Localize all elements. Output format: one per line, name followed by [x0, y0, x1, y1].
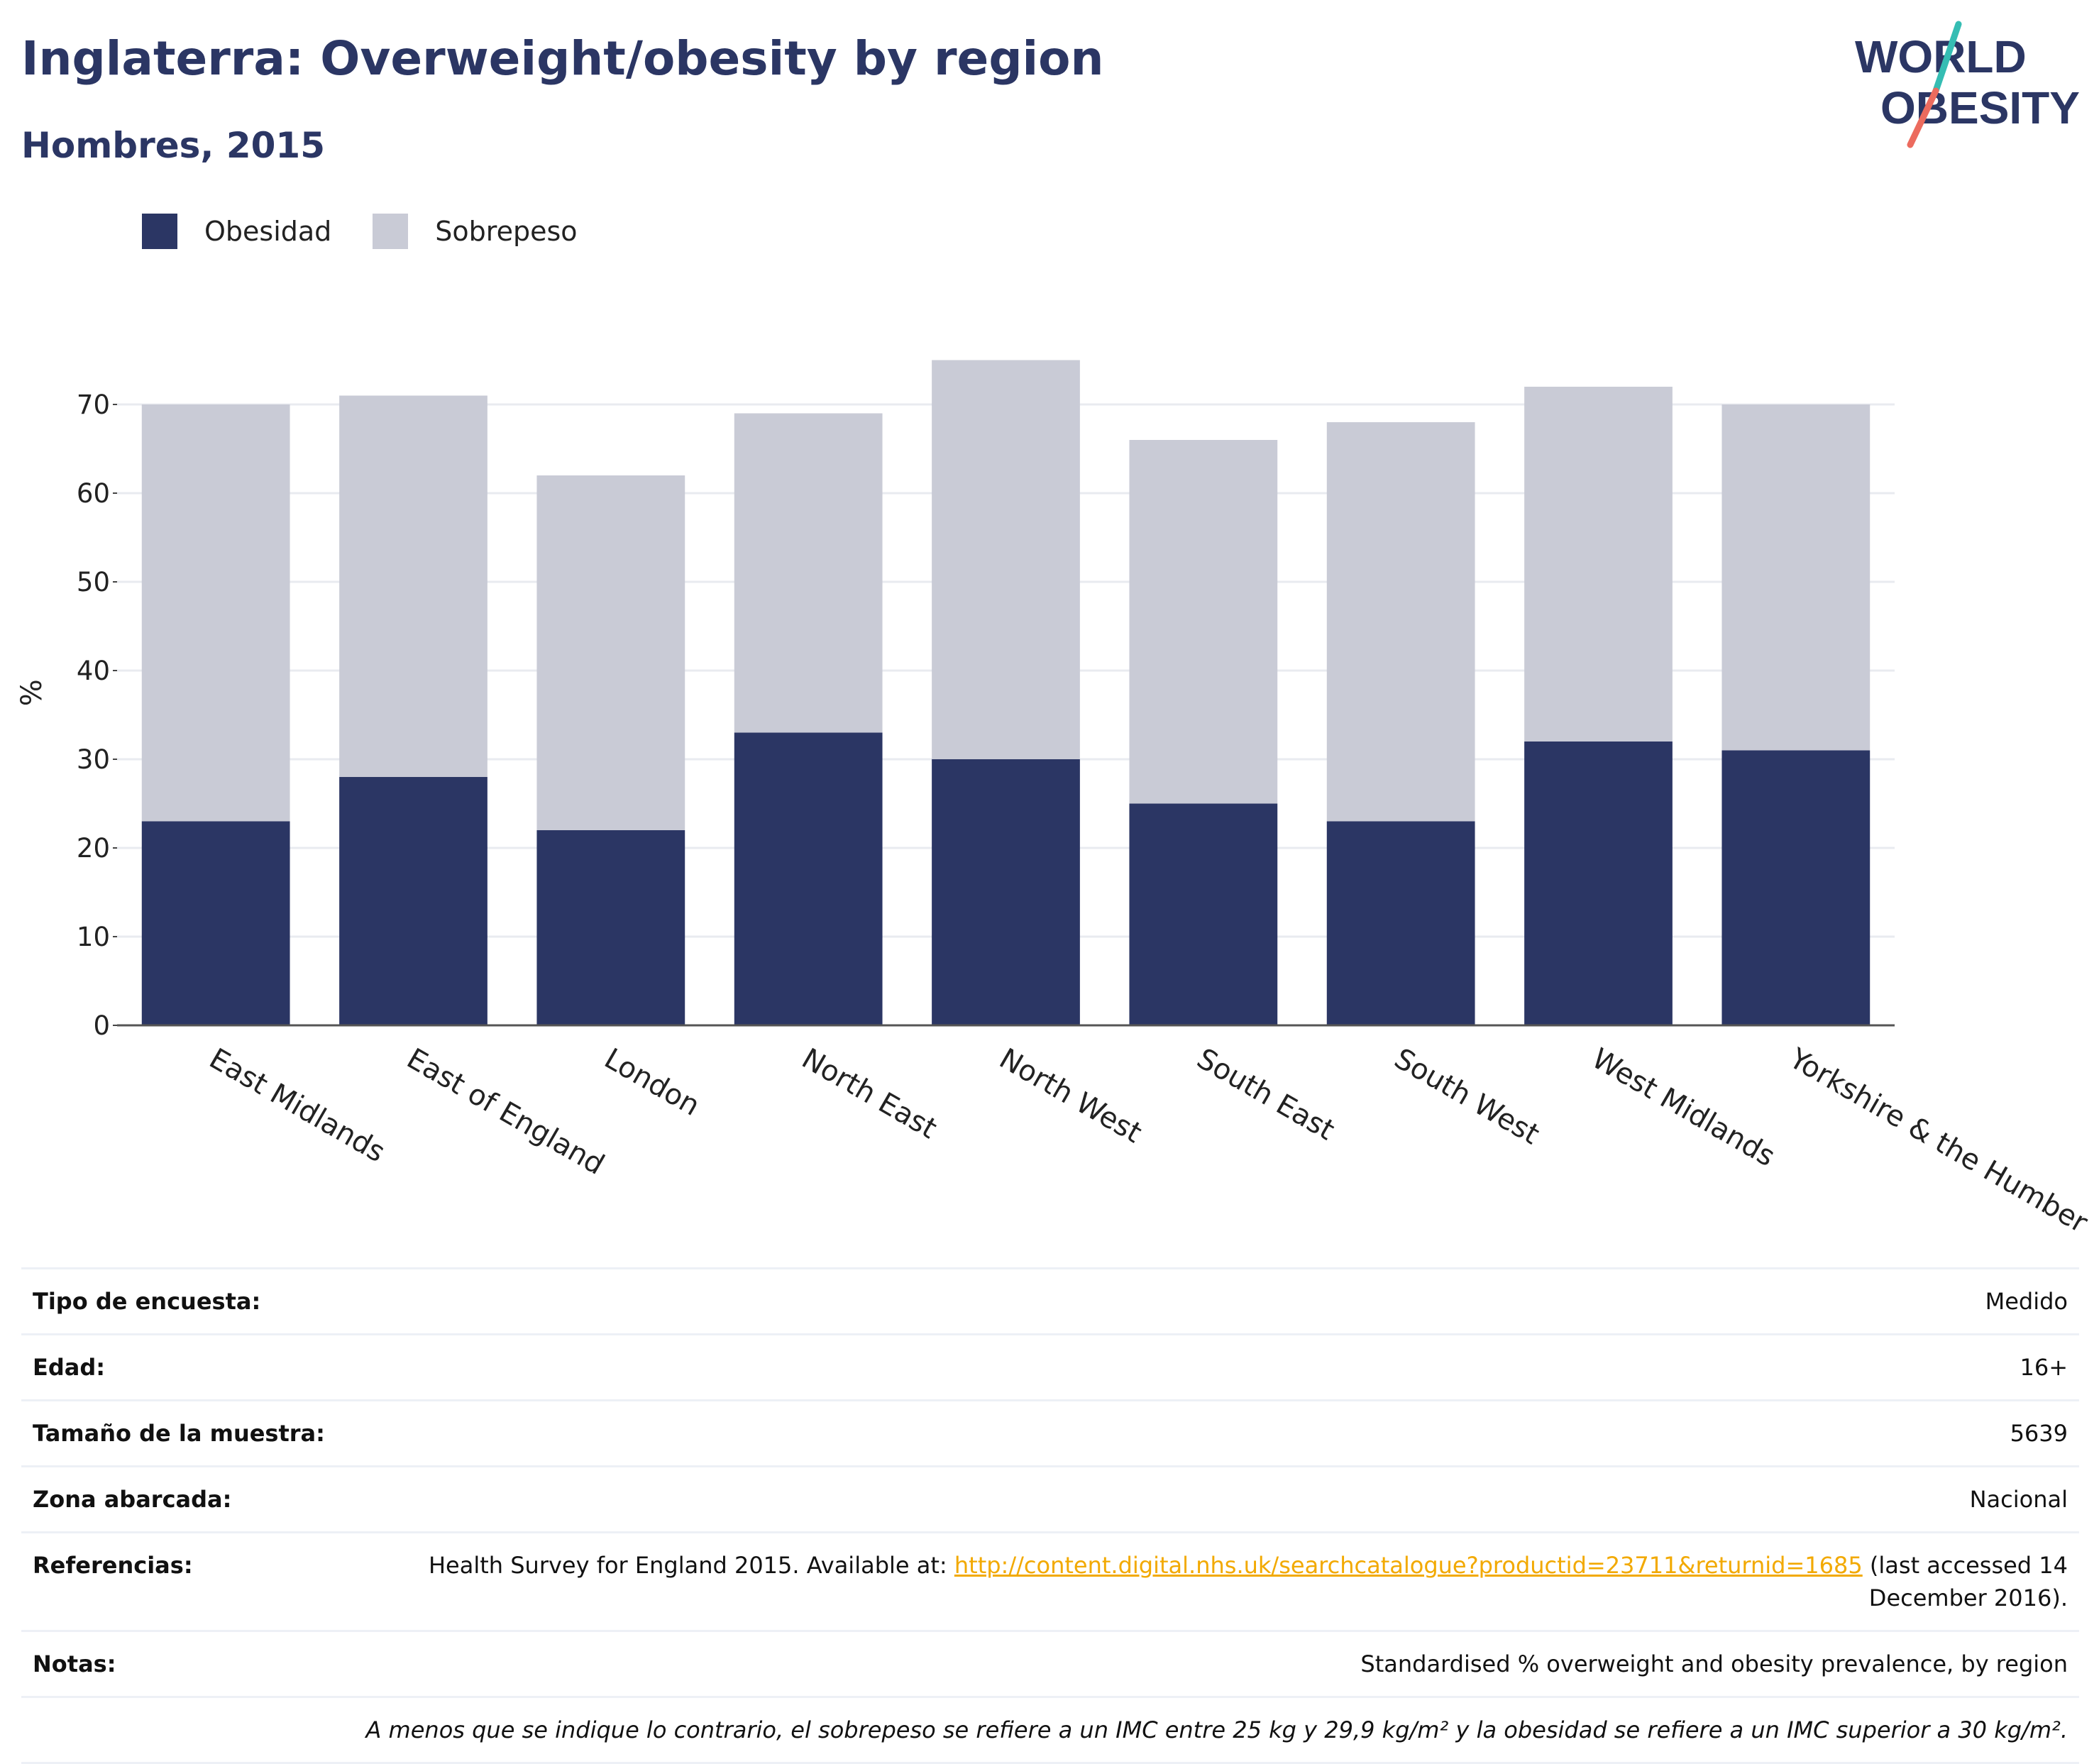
x-tick-label: South East — [1191, 1042, 1340, 1147]
info-value: 5639 — [413, 1399, 2079, 1467]
reference-text: Health Survey for England 2015. Availabl… — [428, 1552, 954, 1579]
chart-title: Inglaterra: Overweight/obesity by region — [21, 31, 1104, 86]
bar-obesity — [1326, 821, 1475, 1025]
logo-text-obesity: OBESITY — [1880, 82, 2080, 133]
reference-link[interactable]: http://content.digital.nhs.uk/searchcata… — [954, 1552, 1863, 1579]
bar-overweight — [1326, 422, 1475, 822]
x-tick-label: London — [599, 1042, 705, 1123]
chart-legend: Obesidad Sobrepeso — [142, 210, 619, 253]
info-row-sample-size: Tamaño de la muestra: 5639 — [21, 1399, 2079, 1467]
info-row-footnote: A menos que se indique lo contrario, el … — [21, 1696, 2079, 1764]
bar-overweight — [536, 475, 685, 830]
stacked-bar-chart: 0 10 20 30 40 50 60 70% East Midlands East of Eng… — [16, 360, 2093, 1235]
bar-obesity — [734, 732, 883, 1025]
y-tick-label: 60 — [77, 478, 110, 509]
bar-overweight — [1129, 440, 1278, 804]
info-value: 16+ — [413, 1333, 2079, 1401]
info-row-references: Referencias: Health Survey for England 2… — [21, 1531, 2079, 1631]
bar-obesity — [536, 830, 685, 1025]
info-row-age: Edad: 16+ — [21, 1333, 2079, 1401]
info-key: Zona abarcada: — [21, 1465, 413, 1533]
x-tick-label: West Midlands — [1587, 1042, 1781, 1173]
bar-obesity — [932, 759, 1080, 1025]
logo-slash-teal — [1932, 21, 1962, 94]
x-tick-label: North West — [994, 1042, 1147, 1150]
y-axis-label: % — [16, 679, 48, 706]
y-tick-label: 0 — [93, 1010, 110, 1041]
y-tick-label: 30 — [77, 744, 110, 775]
info-value: Standardised % overweight and obesity pr… — [413, 1630, 2079, 1697]
bar-overweight — [734, 413, 883, 733]
y-tick-label: 10 — [77, 922, 110, 952]
chart-subtitle: Hombres, 2015 — [21, 125, 325, 166]
footnote: A menos que se indique lo contrario, el … — [21, 1696, 2079, 1764]
x-tick-label: North East — [796, 1042, 942, 1145]
survey-info-table: Tipo de encuesta: Medido Edad: 16+ Tamañ… — [21, 1267, 2079, 1764]
x-tick-label: South West — [1389, 1042, 1545, 1151]
info-key: Tipo de encuesta: — [21, 1267, 413, 1335]
bar-overweight — [141, 404, 290, 822]
info-key: Referencias: — [21, 1531, 413, 1631]
legend-swatch-overweight — [373, 214, 409, 249]
bar-obesity — [1524, 742, 1673, 1025]
y-tick-label: 70 — [77, 390, 110, 420]
bar-overweight — [932, 360, 1080, 759]
x-tick-label: East Midlands — [204, 1042, 390, 1169]
info-key: Tamaño de la muestra: — [21, 1399, 413, 1467]
world-obesity-logo: WORLD OBESITY — [1855, 21, 2080, 148]
legend-item-overweight[interactable]: Sobrepeso — [373, 214, 578, 249]
info-key: Notas: — [21, 1630, 413, 1697]
y-tick-label: 50 — [77, 567, 110, 597]
info-row-notes: Notas: Standardised % overweight and obe… — [21, 1630, 2079, 1697]
legend-label-obesity: Obesidad — [204, 216, 332, 247]
info-value: Nacional — [413, 1465, 2079, 1533]
bar-obesity — [1721, 750, 1871, 1025]
legend-item-obesity[interactable]: Obesidad — [142, 214, 331, 249]
x-tick-label: East of England — [402, 1042, 610, 1181]
bar-overweight — [1524, 387, 1673, 742]
y-tick-label: 40 — [77, 656, 110, 686]
info-key: Edad: — [21, 1333, 413, 1401]
bar-overweight — [1721, 404, 1871, 751]
info-row-area: Zona abarcada: Nacional — [21, 1465, 2079, 1533]
info-value-references: Health Survey for England 2015. Availabl… — [413, 1531, 2079, 1631]
bar-obesity — [339, 777, 487, 1025]
legend-label-overweight: Sobrepeso — [435, 216, 578, 247]
reference-access-note: (last accessed 14 December 2016). — [1862, 1552, 2068, 1611]
bar-obesity — [1129, 803, 1278, 1025]
bar-obesity — [141, 821, 290, 1025]
logo-slash-coral — [1907, 87, 1939, 148]
info-row-survey-type: Tipo de encuesta: Medido — [21, 1267, 2079, 1335]
y-tick-label: 20 — [77, 833, 110, 864]
x-tick-label: Yorkshire & the Humber — [1783, 1042, 2093, 1235]
bar-overweight — [339, 395, 487, 777]
info-value: Medido — [413, 1267, 2079, 1335]
legend-swatch-obesity — [142, 214, 177, 249]
